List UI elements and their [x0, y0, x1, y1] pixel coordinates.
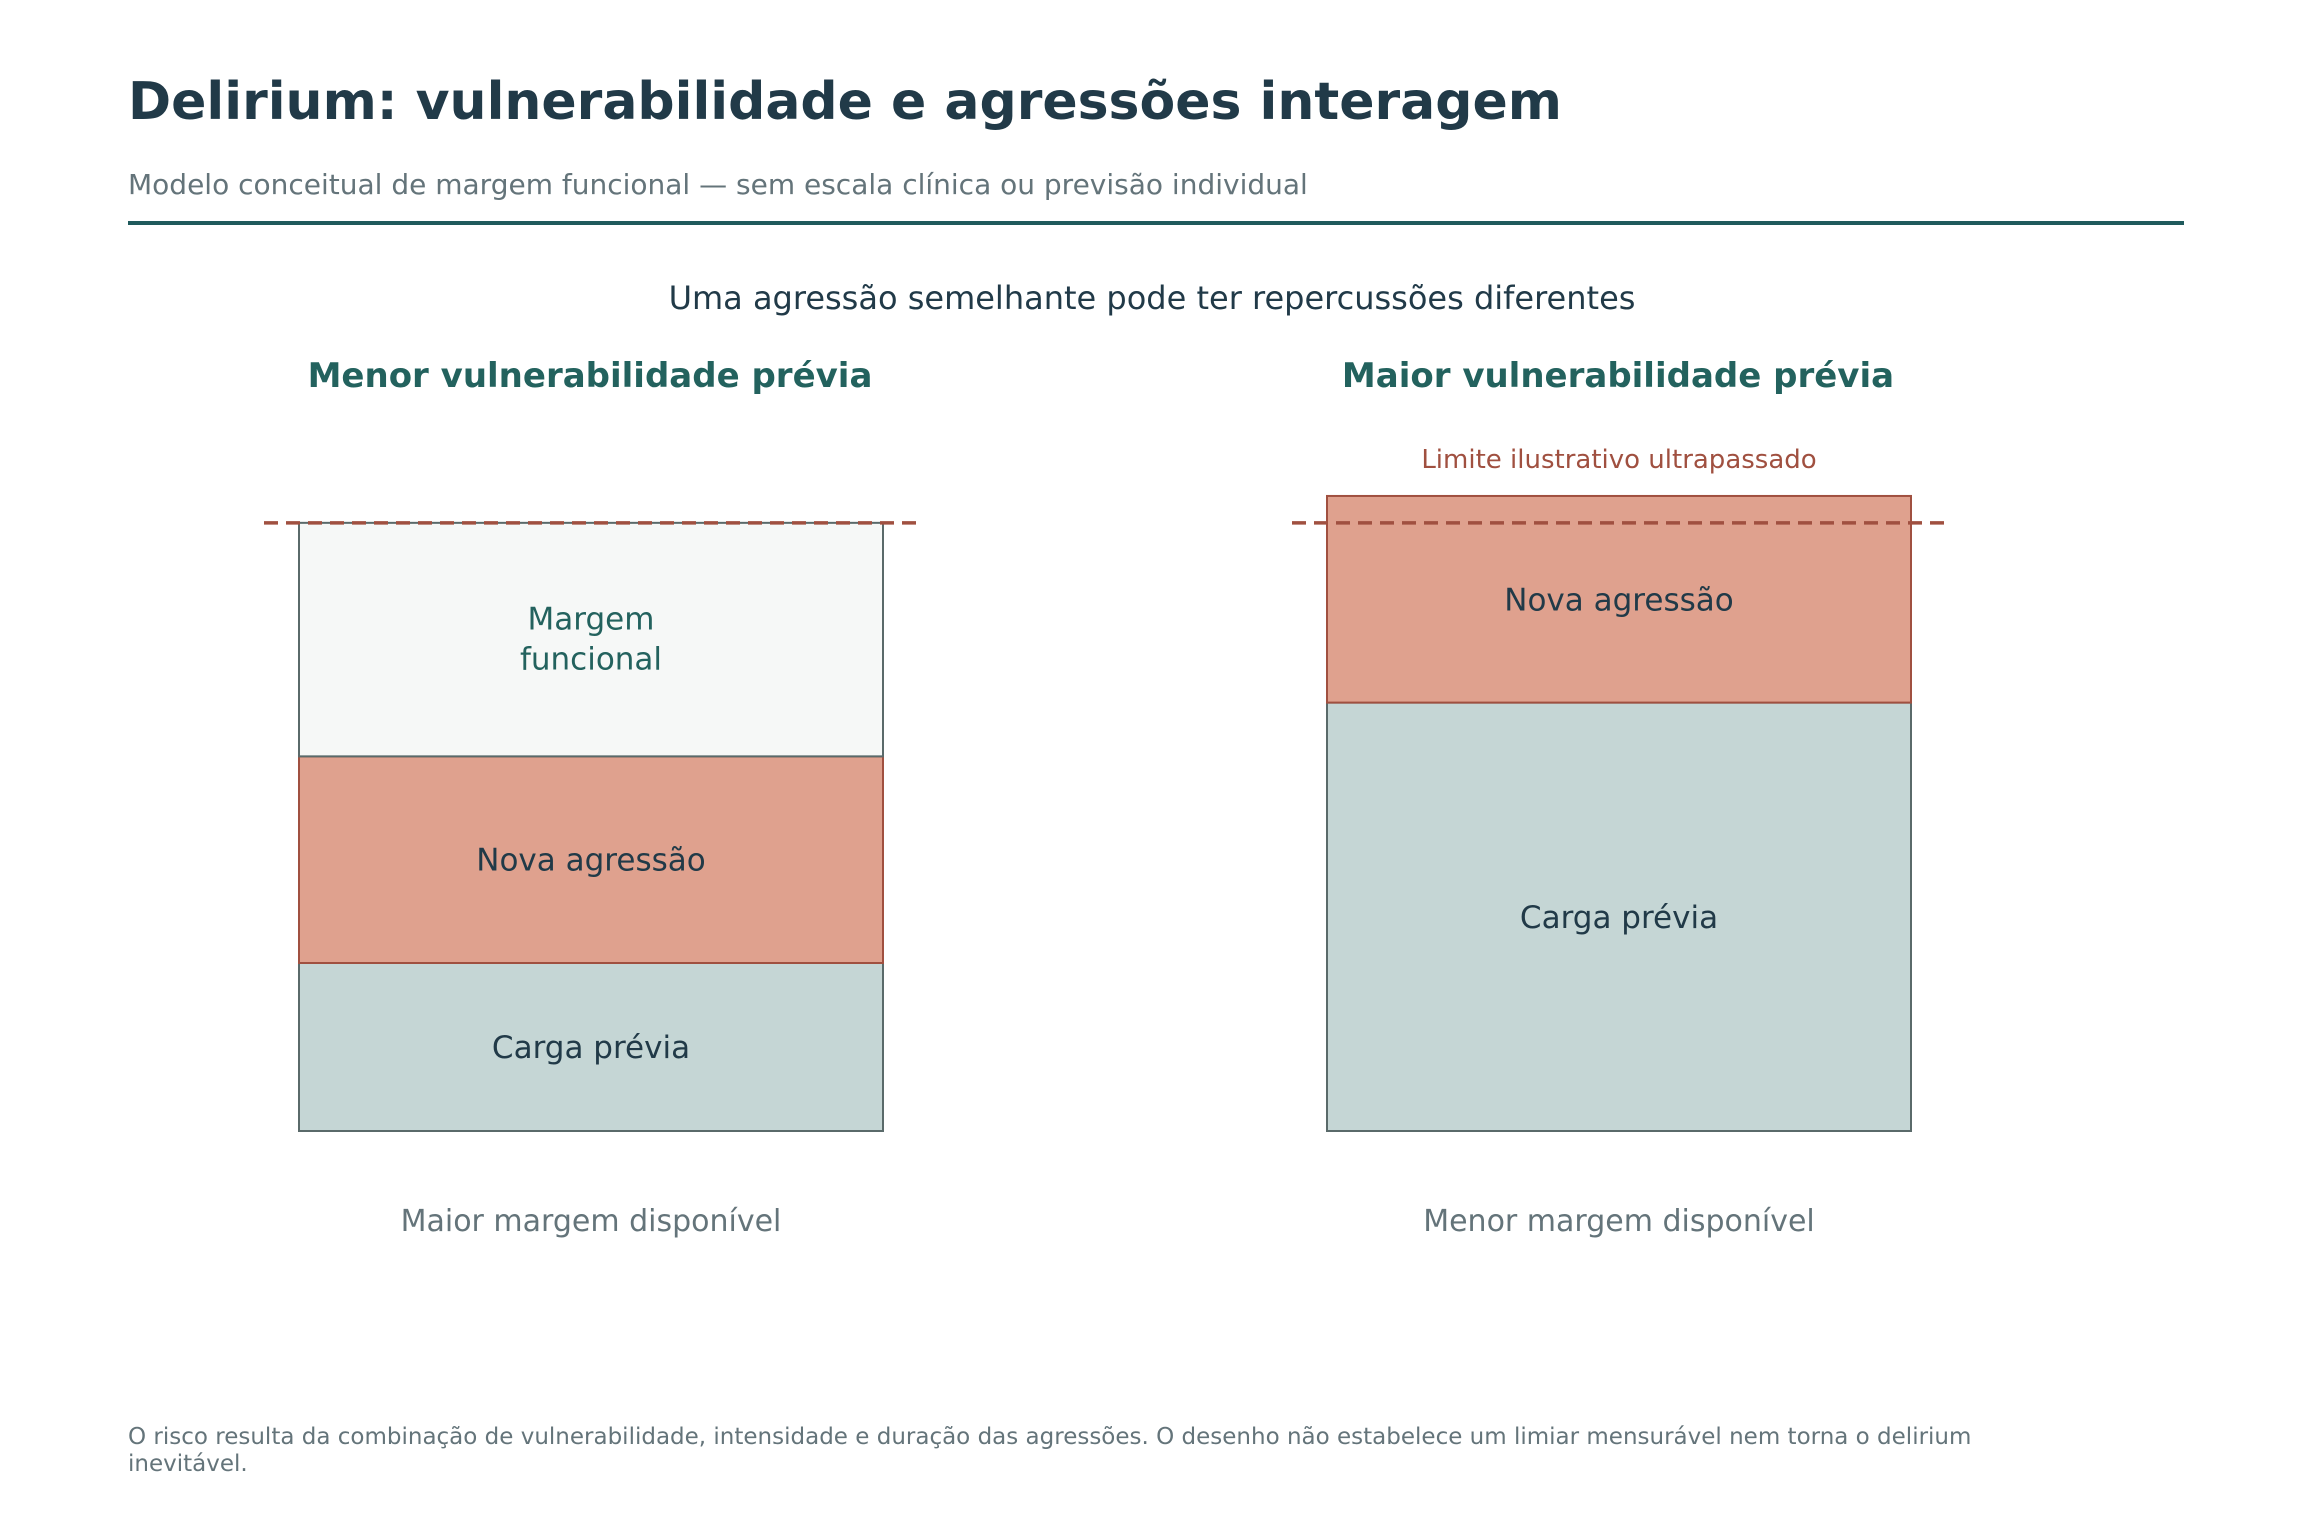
page-title: Delirium: vulnerabilidade e agressões in… [128, 72, 1562, 132]
header-divider [128, 221, 2184, 225]
segment-margem-funcional-0 [298, 521, 884, 758]
threshold-label-1: Limite ilustrativo ultrapassado [1421, 445, 1816, 475]
segment-label-nova-agressao-1: Nova agressão [1504, 582, 1733, 618]
panel-heading-right: Maior vulnerabilidade prévia [1341, 356, 1895, 396]
segment-label-carga-previa-0: Carga prévia [492, 1030, 690, 1066]
segment-label-margem-funcional-0: Margem funcional [520, 602, 662, 678]
diagram-caption: Uma agressão semelhante pode ter repercu… [668, 279, 1636, 317]
panel-heading-left: Menor vulnerabilidade prévia [307, 356, 873, 396]
panel-footer-1: Menor margem disponível [1423, 1204, 1815, 1239]
panel-footer-0: Maior margem disponível [401, 1204, 782, 1239]
segment-label-nova-agressao-0: Nova agressão [476, 843, 705, 879]
segment-carga-previa-1 [1326, 701, 1912, 1132]
segment-nova-agressao-0 [298, 755, 884, 964]
page-subtitle: Modelo conceitual de margem funcional — … [128, 168, 1308, 201]
segment-nova-agressao-1 [1326, 494, 1912, 704]
segment-label-carga-previa-1: Carga prévia [1520, 900, 1718, 936]
footnote: O risco resulta da combinação de vulnera… [128, 1424, 1972, 1477]
segment-carga-previa-0 [298, 962, 884, 1132]
